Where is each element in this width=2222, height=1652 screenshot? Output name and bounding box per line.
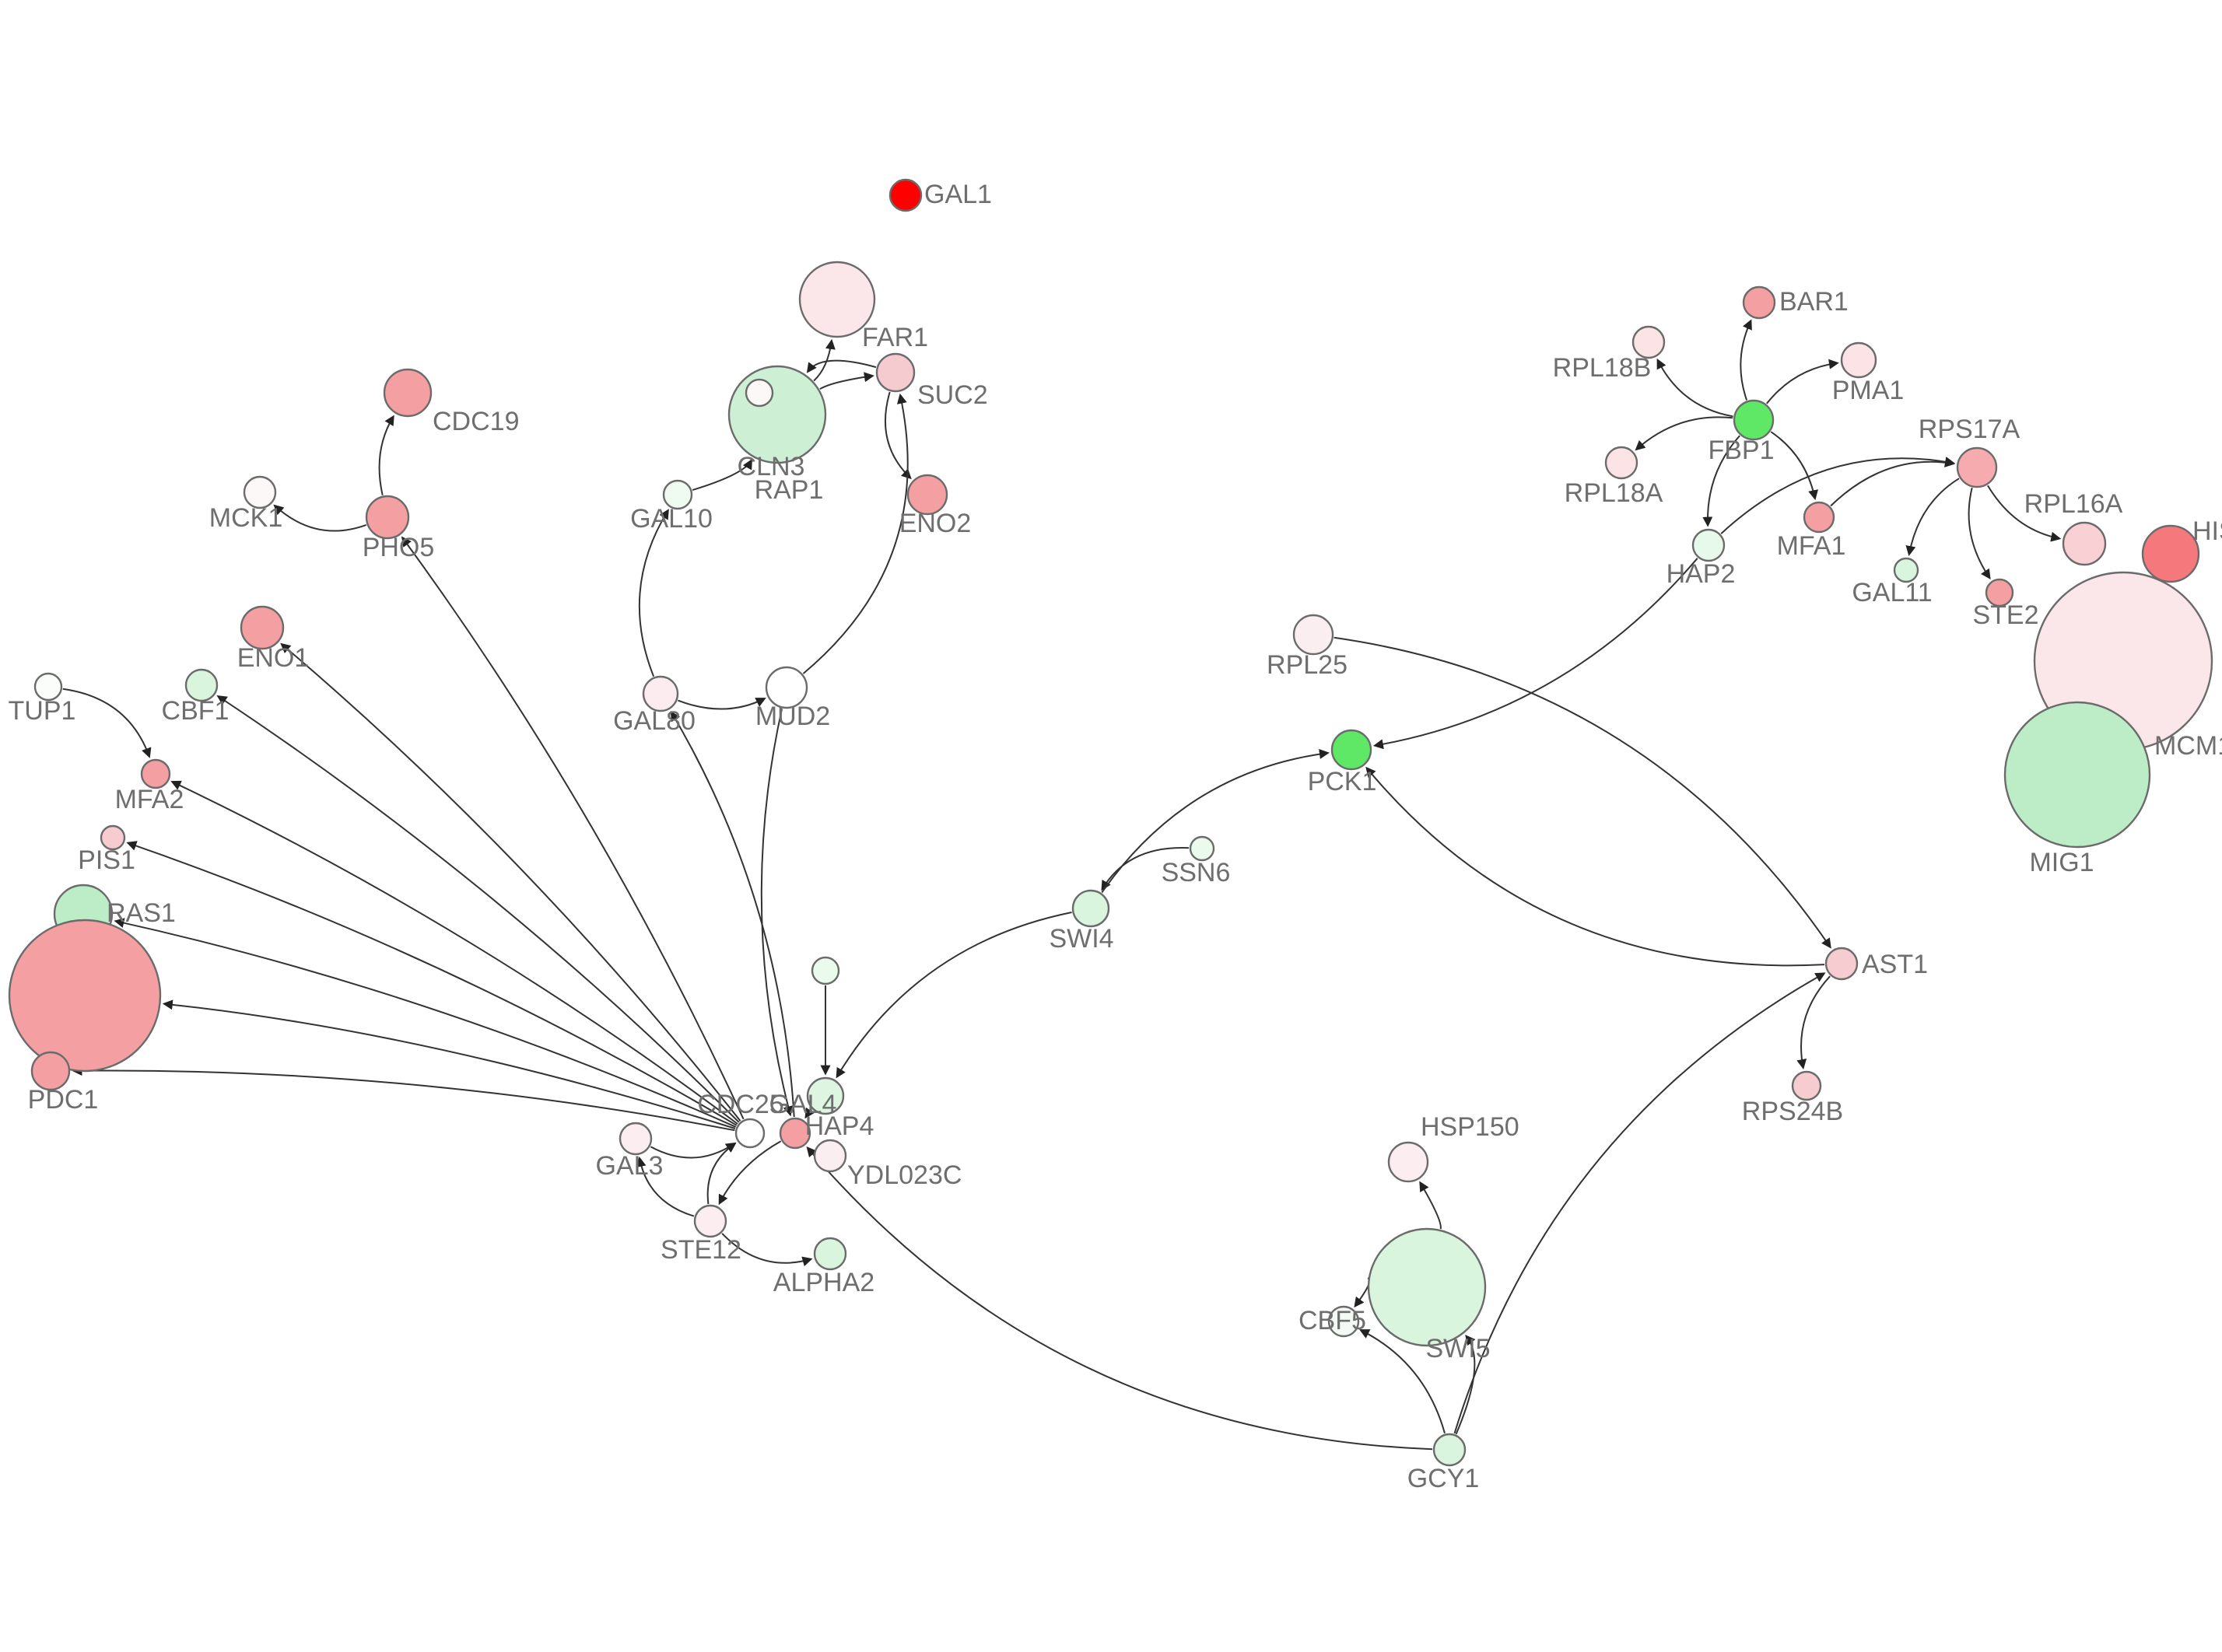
svg-text:RPS24B: RPS24B bbox=[1742, 1097, 1843, 1126]
svg-text:GAL80: GAL80 bbox=[613, 706, 696, 736]
svg-text:MCK1: MCK1 bbox=[209, 503, 282, 533]
svg-text:MFA1: MFA1 bbox=[1777, 531, 1846, 561]
svg-text:RAP1: RAP1 bbox=[755, 475, 824, 505]
svg-text:HAP2: HAP2 bbox=[1666, 559, 1736, 589]
svg-text:STE12: STE12 bbox=[661, 1235, 741, 1265]
svg-text:PDC1: PDC1 bbox=[28, 1085, 99, 1115]
svg-text:GCY1: GCY1 bbox=[1407, 1464, 1480, 1493]
svg-text:CBF1: CBF1 bbox=[162, 696, 230, 726]
svg-text:CBF5: CBF5 bbox=[1299, 1306, 1366, 1335]
svg-text:RPL18A: RPL18A bbox=[1565, 478, 1663, 508]
svg-text:GAL10: GAL10 bbox=[630, 504, 713, 534]
svg-text:GAL1: GAL1 bbox=[924, 180, 992, 209]
svg-text:HIS4: HIS4 bbox=[2192, 516, 2222, 546]
svg-text:BAR1: BAR1 bbox=[1779, 287, 1849, 317]
svg-text:TUP1: TUP1 bbox=[9, 696, 76, 726]
svg-text:MIG1: MIG1 bbox=[2029, 848, 2094, 877]
svg-text:MUD2: MUD2 bbox=[755, 702, 830, 731]
svg-text:MFA2: MFA2 bbox=[115, 785, 184, 814]
svg-text:GAL3: GAL3 bbox=[596, 1151, 664, 1181]
svg-text:RPL18B: RPL18B bbox=[1553, 353, 1652, 383]
svg-text:MCM1: MCM1 bbox=[2154, 731, 2222, 761]
svg-text:ALPHA2: ALPHA2 bbox=[773, 1268, 874, 1297]
svg-text:SWI4: SWI4 bbox=[1049, 924, 1113, 954]
svg-text:GAL11: GAL11 bbox=[1852, 578, 1932, 607]
svg-text:ENO2: ENO2 bbox=[899, 509, 972, 538]
svg-text:HAP4: HAP4 bbox=[805, 1111, 874, 1141]
svg-text:RPS17A: RPS17A bbox=[1919, 415, 2020, 444]
svg-text:RPL16A: RPL16A bbox=[2024, 489, 2123, 519]
svg-text:STE2: STE2 bbox=[1972, 600, 2038, 630]
svg-text:YDL023C: YDL023C bbox=[847, 1160, 962, 1190]
svg-text:HSP150: HSP150 bbox=[1421, 1112, 1519, 1142]
svg-text:RPL25: RPL25 bbox=[1267, 650, 1348, 680]
svg-text:PCK1: PCK1 bbox=[1308, 767, 1377, 796]
svg-text:PHO5: PHO5 bbox=[363, 533, 435, 562]
svg-text:SUC2: SUC2 bbox=[917, 380, 988, 410]
svg-text:PIS1: PIS1 bbox=[78, 845, 135, 875]
svg-text:CDC19: CDC19 bbox=[433, 407, 519, 436]
svg-text:SSN6: SSN6 bbox=[1162, 858, 1231, 887]
svg-text:AST1: AST1 bbox=[1862, 950, 1928, 979]
svg-text:FAR1: FAR1 bbox=[862, 323, 928, 352]
svg-text:PMA1: PMA1 bbox=[1832, 376, 1905, 405]
svg-text:SWI5: SWI5 bbox=[1425, 1334, 1490, 1363]
svg-text:RAS1: RAS1 bbox=[107, 898, 176, 928]
svg-text:FBP1: FBP1 bbox=[1708, 436, 1774, 465]
svg-text:ENO1: ENO1 bbox=[237, 643, 310, 673]
